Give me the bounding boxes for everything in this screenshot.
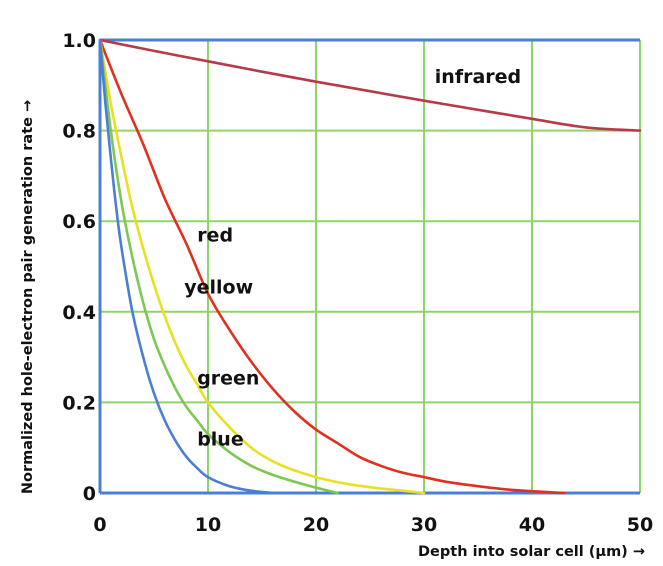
series-line-infrared [98,38,642,132]
series-label-blue: blue [197,428,244,450]
series-line-blue [98,38,275,495]
tick-labels: 0 10 20 30 40 50 0 0.2 0.4 0.6 0.8 1.0 [62,30,653,536]
series-line-green [98,38,339,495]
x-tick-label: 40 [519,514,545,536]
y-tick-label: 1.0 [62,30,96,52]
series-lines [98,38,642,495]
x-tick-label: 30 [411,514,437,536]
y-tick-label: 0.6 [62,211,96,233]
x-tick-label: 10 [195,514,221,536]
x-tick-label: 20 [303,514,329,536]
gridlines [100,40,641,493]
axes [98,38,640,495]
series-label-infrared: infrared [435,66,521,88]
series-label-yellow: yellow [184,277,253,299]
series-line-red [98,38,566,495]
y-axis-title: Normalized hole-electron pair generation… [20,100,36,494]
series-labels: infrared red yellow green blue [184,66,521,450]
y-tick-label: 0 [83,483,96,505]
series-line-yellow [98,38,426,495]
y-tick-label: 0.4 [62,302,96,324]
y-tick-label: 0.8 [62,121,96,143]
x-tick-label: 50 [627,514,653,536]
series-label-red: red [197,225,233,247]
y-tick-label: 0.2 [62,392,96,414]
x-axis-title: Depth into solar cell (µm) → [418,544,645,560]
x-tick-label: 0 [93,514,106,536]
series-label-green: green [197,367,259,389]
